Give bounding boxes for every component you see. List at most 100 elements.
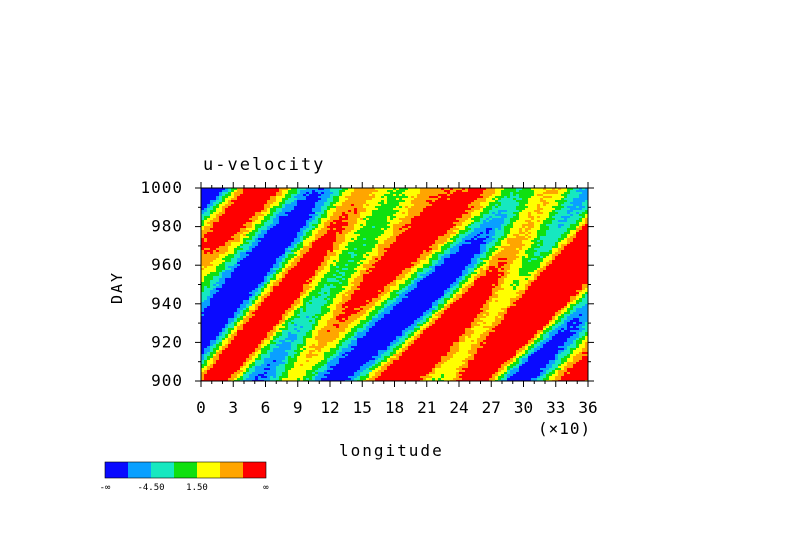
heatmap-cell [429, 242, 432, 244]
heatmap-cell [396, 254, 399, 256]
heatmap-cell [378, 214, 381, 216]
heatmap-cell [555, 256, 558, 258]
heatmap-cell [423, 250, 426, 252]
heatmap-cell [558, 240, 561, 242]
heatmap-cell [324, 252, 327, 254]
heatmap-cell [450, 258, 453, 260]
heatmap-cell [348, 260, 351, 262]
heatmap-cell [300, 236, 303, 238]
heatmap-cell [579, 260, 582, 262]
heatmap-cell [360, 188, 363, 190]
heatmap-cell [297, 238, 300, 240]
heatmap-cell [402, 222, 405, 224]
heatmap-cell [420, 264, 423, 266]
heatmap-cell [216, 214, 219, 216]
heatmap-cell [402, 234, 405, 236]
heatmap-cell [264, 222, 267, 224]
heatmap-cell [426, 254, 429, 256]
heatmap-cell [312, 194, 315, 196]
heatmap-cell [276, 226, 279, 228]
heatmap-cell [438, 196, 441, 198]
heatmap-cell [537, 194, 540, 196]
heatmap-cell [378, 252, 381, 254]
heatmap-cell [237, 254, 240, 256]
heatmap-cell [564, 202, 567, 204]
heatmap-cell [267, 240, 270, 242]
heatmap-cell [420, 240, 423, 242]
heatmap-cell [267, 208, 270, 210]
heatmap-cell [288, 190, 291, 192]
heatmap-cell [249, 248, 252, 250]
heatmap-cell [330, 198, 333, 200]
heatmap-cell [531, 252, 534, 254]
heatmap-cell [459, 200, 462, 202]
heatmap-cell [267, 204, 270, 206]
heatmap-cell [294, 230, 297, 232]
heatmap-cell [312, 228, 315, 230]
heatmap-cell [357, 248, 360, 250]
heatmap-cell [564, 230, 567, 232]
heatmap-cell [411, 226, 414, 228]
heatmap-cell [315, 226, 318, 228]
heatmap-cell [369, 206, 372, 208]
heatmap-cell [255, 252, 258, 254]
heatmap-cell [528, 198, 531, 200]
heatmap-cell [303, 228, 306, 230]
heatmap-cell [249, 216, 252, 218]
heatmap-cell [519, 188, 522, 190]
heatmap-cell [438, 188, 441, 190]
heatmap-cell [576, 242, 579, 244]
heatmap-cell [462, 244, 465, 246]
heatmap-cell [441, 234, 444, 236]
heatmap-cell [528, 192, 531, 194]
heatmap-cell [339, 238, 342, 240]
heatmap-cell [246, 248, 249, 250]
heatmap-cell [345, 202, 348, 204]
heatmap-cell [345, 264, 348, 266]
heatmap-cell [249, 218, 252, 220]
heatmap-cell [357, 232, 360, 234]
heatmap-cell [462, 222, 465, 224]
heatmap-cell [480, 226, 483, 228]
heatmap-cell [309, 218, 312, 220]
heatmap-cell [501, 242, 504, 244]
heatmap-cell [516, 216, 519, 218]
heatmap-cell [495, 262, 498, 264]
heatmap-cell [273, 262, 276, 264]
heatmap-cell [528, 196, 531, 198]
heatmap-cell [420, 196, 423, 198]
heatmap-cell [573, 248, 576, 250]
heatmap-cell [315, 196, 318, 198]
heatmap-cell [225, 200, 228, 202]
heatmap-cell [468, 252, 471, 254]
heatmap-cell [375, 240, 378, 242]
heatmap-cell [345, 236, 348, 238]
heatmap-cell [204, 202, 207, 204]
heatmap-cell [288, 214, 291, 216]
heatmap-cell [339, 216, 342, 218]
heatmap-cell [264, 198, 267, 200]
heatmap-cell [483, 244, 486, 246]
heatmap-cell [498, 234, 501, 236]
heatmap-cell [417, 242, 420, 244]
heatmap-cell [330, 190, 333, 192]
heatmap-cell [348, 212, 351, 214]
heatmap-cell [243, 248, 246, 250]
heatmap-cell [534, 208, 537, 210]
heatmap-cell [462, 226, 465, 228]
heatmap-cell [576, 204, 579, 206]
heatmap-cell [576, 258, 579, 260]
heatmap-cell [513, 228, 516, 230]
heatmap-cell [402, 250, 405, 252]
heatmap-cell [285, 244, 288, 246]
heatmap-cell [342, 256, 345, 258]
heatmap-cell [306, 216, 309, 218]
heatmap-cell [573, 254, 576, 256]
heatmap-cell [282, 206, 285, 208]
heatmap-cell [501, 256, 504, 258]
heatmap-cell [456, 230, 459, 232]
heatmap-cell [471, 210, 474, 212]
heatmap-cell [384, 238, 387, 240]
heatmap-cell [294, 192, 297, 194]
heatmap-cell [462, 236, 465, 238]
